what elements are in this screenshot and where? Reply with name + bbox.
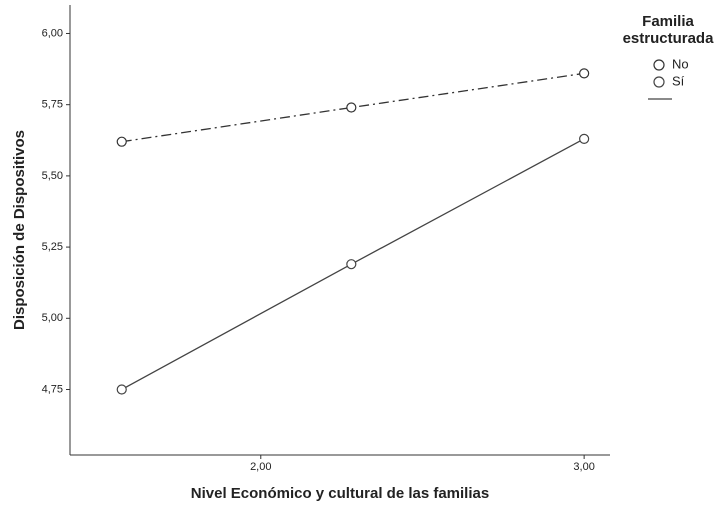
x-axis-title: Nivel Económico y cultural de las famili… <box>191 485 489 502</box>
data-point <box>346 259 357 270</box>
y-axis-title: Disposición de Dispositivos <box>11 130 28 330</box>
legend-label: No <box>672 56 689 71</box>
legend-label: Sí <box>672 73 685 88</box>
y-tick-label: 5,50 <box>42 170 63 182</box>
y-tick-label: 6,00 <box>42 27 63 39</box>
legend-marker <box>653 76 665 88</box>
legend-marker <box>653 59 665 71</box>
x-tick-label: 2,00 <box>250 461 271 473</box>
data-point <box>116 136 127 147</box>
legend-title: Familia estructurada <box>622 13 714 47</box>
data-point <box>346 102 357 113</box>
data-point <box>579 133 590 144</box>
y-tick-label: 5,75 <box>42 99 63 111</box>
y-tick-label: 4,75 <box>42 383 63 395</box>
y-tick-label: 5,00 <box>42 312 63 324</box>
data-point <box>579 68 590 79</box>
x-tick-label: 3,00 <box>573 461 594 473</box>
series-line <box>121 72 585 143</box>
data-point <box>116 384 127 395</box>
y-tick-label: 5,25 <box>42 241 63 253</box>
